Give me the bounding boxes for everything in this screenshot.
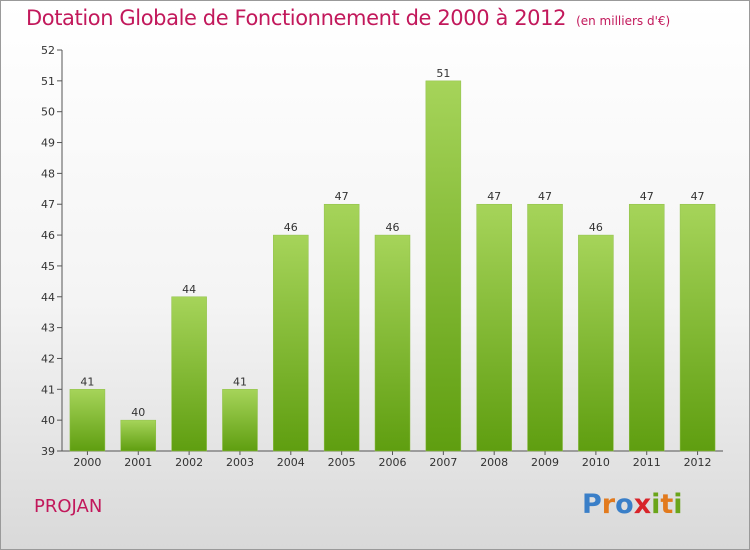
x-tick-label: 2006 — [379, 456, 407, 469]
x-tick-label: 2001 — [124, 456, 152, 469]
y-tick-label: 40 — [41, 414, 55, 427]
x-tick-label: 2000 — [73, 456, 101, 469]
logo-letter: P — [582, 489, 602, 520]
chart-bars — [69, 80, 716, 452]
y-tick-label: 42 — [41, 352, 55, 365]
x-tick-label: 2002 — [175, 456, 203, 469]
bar-2007 — [425, 80, 462, 452]
logo-letter: i — [673, 489, 683, 520]
bar-2000 — [69, 389, 106, 452]
y-tick-label: 46 — [41, 229, 55, 242]
data-label-2002: 44 — [182, 283, 196, 296]
x-tick-label: 2009 — [531, 456, 559, 469]
y-tick-label: 43 — [41, 322, 55, 335]
x-tick-label: 2004 — [277, 456, 305, 469]
data-label-2006: 46 — [386, 221, 400, 234]
data-label-2003: 41 — [233, 375, 247, 388]
bar-2010 — [578, 234, 614, 452]
x-tick-label: 2011 — [633, 456, 661, 469]
bar-2006 — [374, 234, 411, 452]
y-tick-label: 48 — [41, 167, 55, 180]
data-label-2012: 47 — [691, 190, 705, 203]
data-label-2000: 41 — [80, 375, 94, 388]
logo-letter: x — [633, 489, 652, 520]
logo-letter: r — [601, 489, 616, 520]
bar-2012 — [679, 203, 716, 452]
data-label-2008: 47 — [487, 190, 501, 203]
x-tick-label: 2012 — [684, 456, 712, 469]
logo-letter: i — [651, 489, 661, 520]
bar-2008 — [476, 203, 512, 452]
data-label-2004: 46 — [284, 221, 298, 234]
bar-2011 — [628, 203, 665, 452]
chart-data-labels: 41 40 44 41 46 47 46 51 47 47 46 47 47 — [80, 67, 704, 419]
bar-2009 — [527, 203, 563, 452]
logo-letter: o — [615, 489, 634, 520]
y-tick-label: 41 — [41, 383, 55, 396]
chart-title-text: Dotation Globale de Fonctionnement de 20… — [26, 6, 567, 30]
y-tick-label: 50 — [41, 106, 55, 119]
chart-title: Dotation Globale de Fonctionnement de 20… — [26, 6, 670, 30]
y-tick-label: 45 — [41, 260, 55, 273]
data-label-2007: 51 — [436, 67, 450, 80]
x-tick-label: 2008 — [480, 456, 508, 469]
data-label-2005: 47 — [335, 190, 349, 203]
data-label-2009: 47 — [538, 190, 552, 203]
x-tick-label: 2005 — [328, 456, 356, 469]
bar-2001 — [120, 419, 157, 452]
data-label-2011: 47 — [640, 190, 654, 203]
bar-2002 — [171, 296, 207, 452]
city-name: PROJAN — [34, 496, 103, 517]
data-label-2001: 40 — [131, 406, 145, 419]
x-tick-label: 2010 — [582, 456, 610, 469]
y-tick-label: 44 — [41, 291, 55, 304]
y-tick-label: 47 — [41, 198, 55, 211]
y-tick-label: 49 — [41, 137, 55, 150]
logo-letter: t — [660, 489, 674, 520]
bar-2003 — [222, 389, 258, 452]
chart-subtitle: (en milliers d'€) — [576, 14, 671, 28]
proxiti-logo[interactable]: Proxiti — [582, 489, 683, 520]
x-tick-label: 2007 — [429, 456, 457, 469]
data-label-2010: 46 — [589, 221, 603, 234]
y-tick-label: 51 — [41, 75, 55, 88]
bar-2004 — [273, 234, 309, 452]
y-tick-label: 52 — [41, 44, 55, 57]
bar-2005 — [323, 203, 360, 452]
x-tick-label: 2003 — [226, 456, 254, 469]
y-tick-label: 39 — [41, 445, 55, 458]
